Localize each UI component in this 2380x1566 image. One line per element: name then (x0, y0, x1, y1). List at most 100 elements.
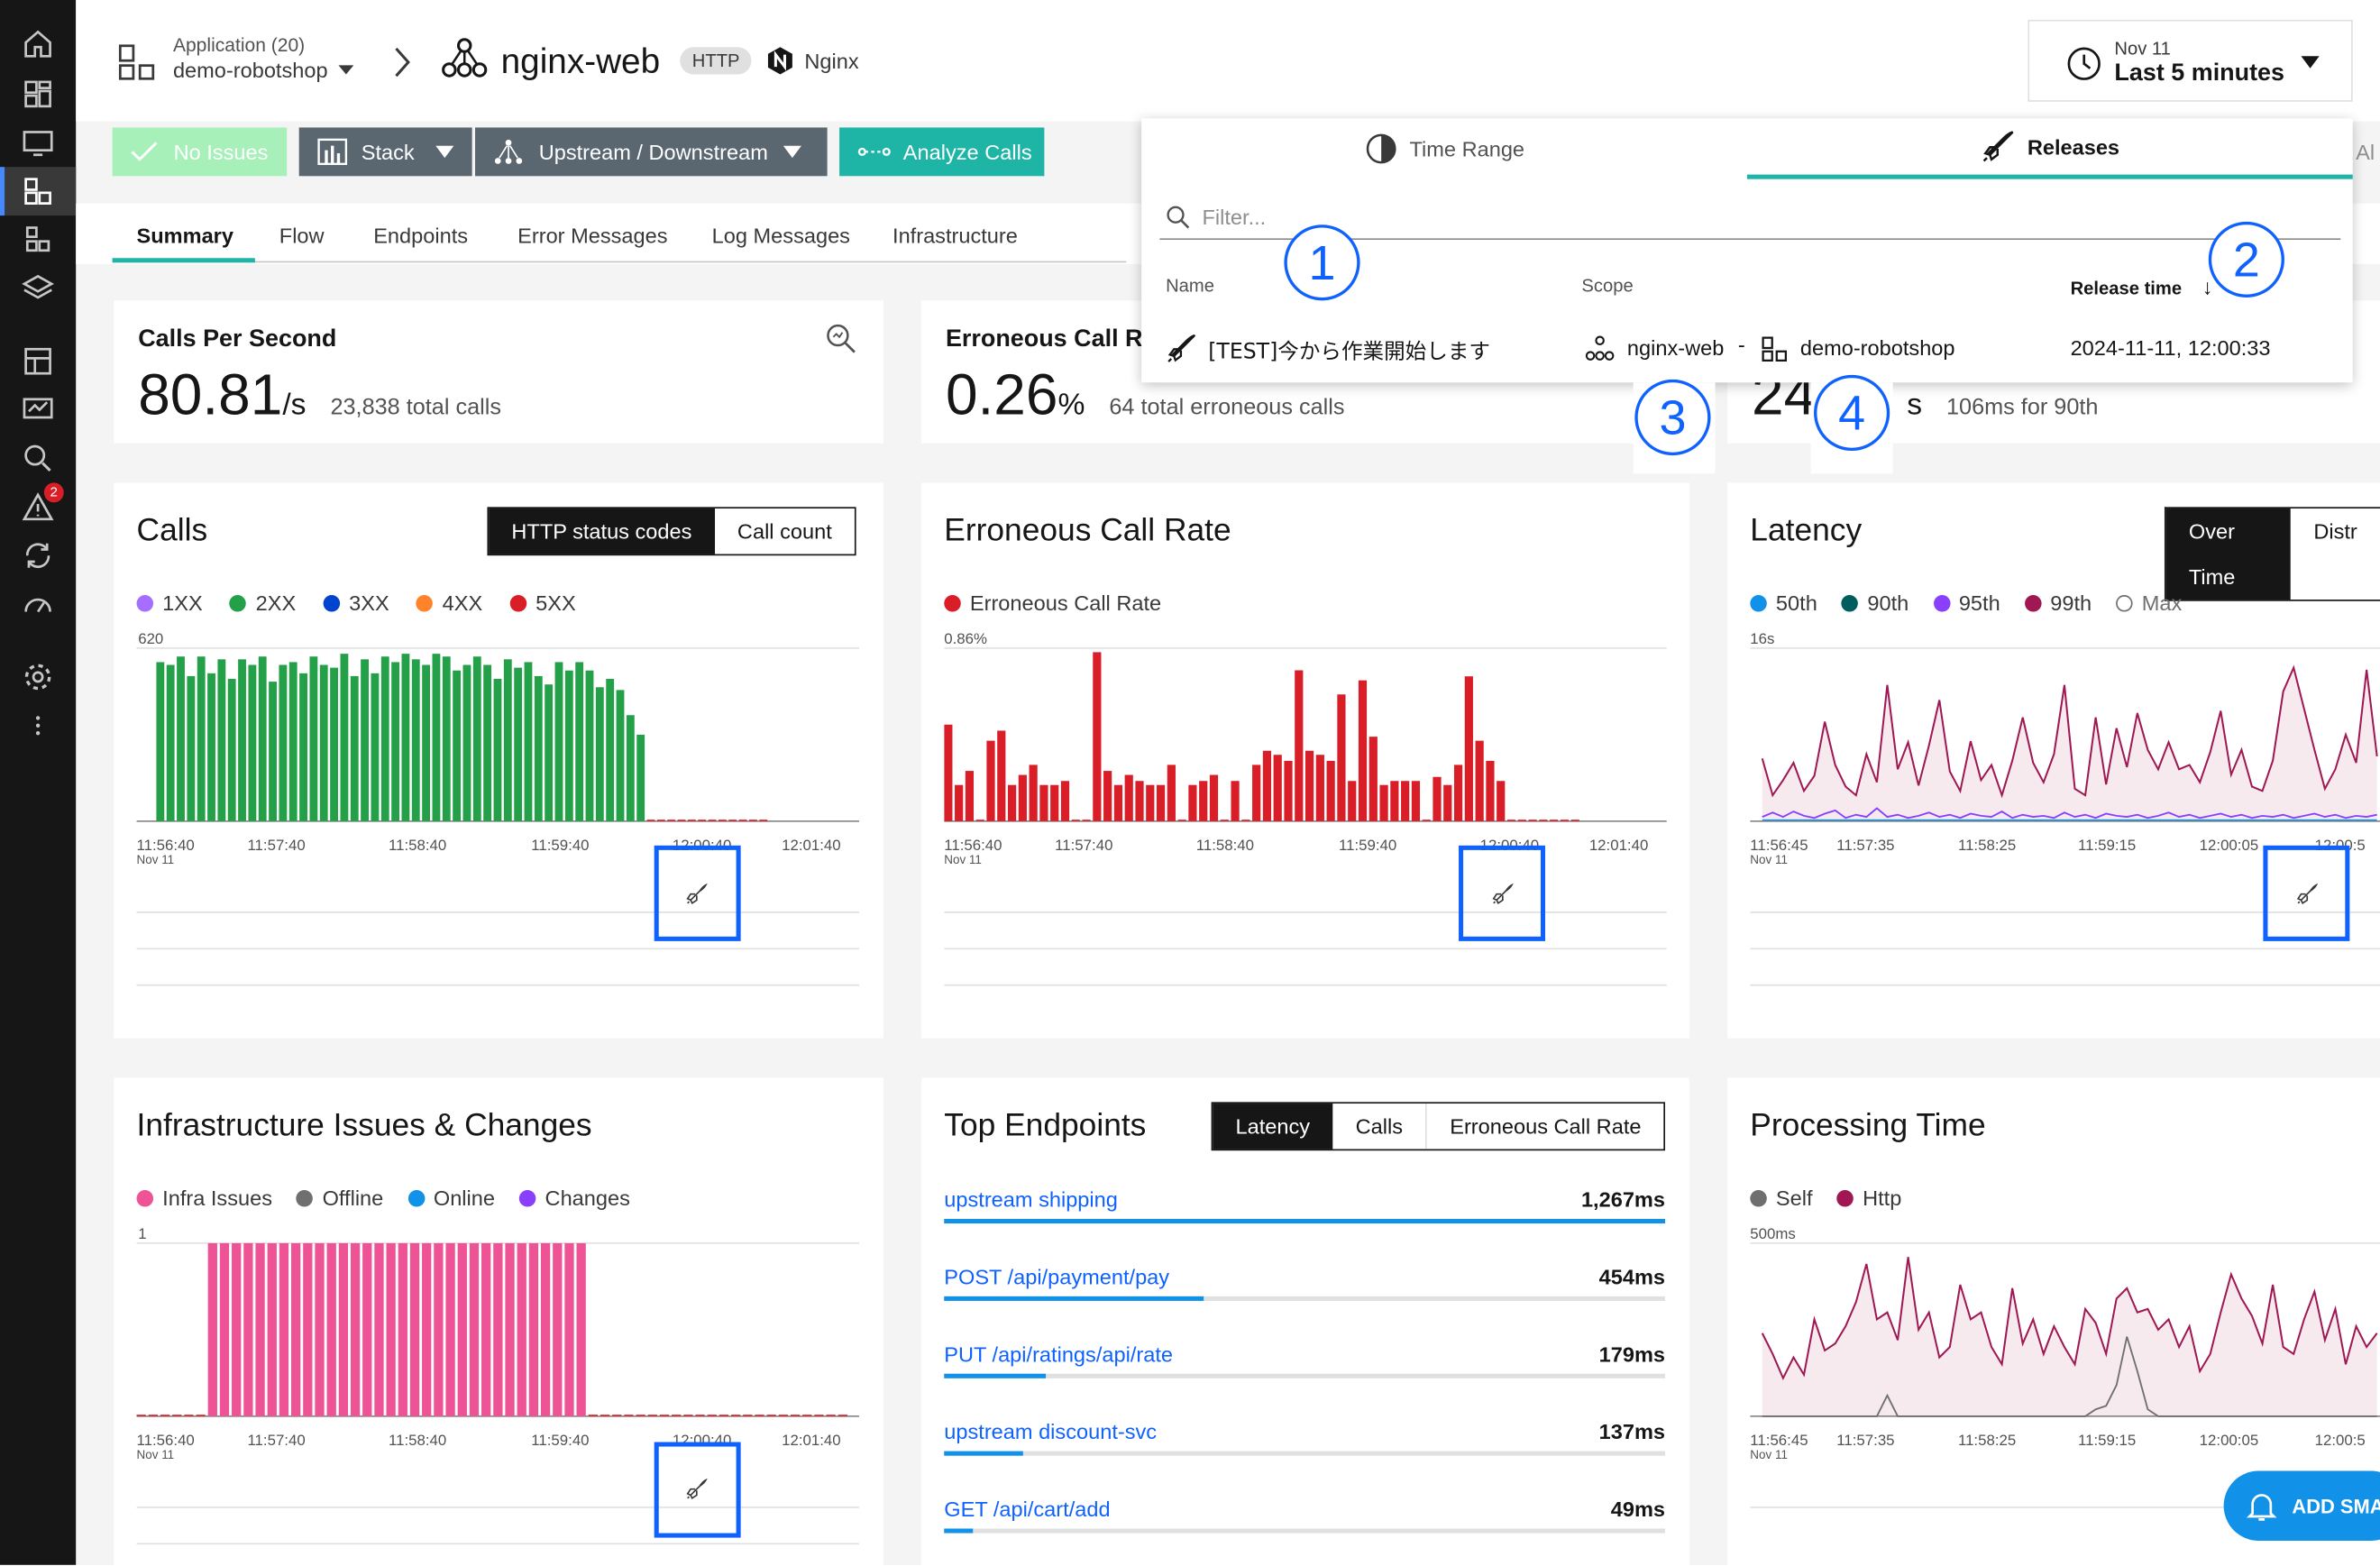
endpoint-row[interactable]: PUT /api/ratings/api/rate 179ms (944, 1342, 1666, 1387)
column-header-release-time[interactable]: Release time ↓ (2071, 275, 2213, 299)
upstream-downstream-button[interactable]: Upstream / Downstream (474, 127, 828, 177)
endpoint-row[interactable]: POST /api/payment/pay 454ms (944, 1264, 1666, 1311)
settings-gear-icon[interactable] (20, 659, 56, 695)
legend-changes[interactable]: Changes (518, 1186, 630, 1210)
erroneous-bar (1517, 820, 1526, 821)
legend-max[interactable]: Max (2116, 591, 2182, 615)
legend-4xx[interactable]: 4XX (416, 591, 482, 615)
x-axis-tick-label: 11:58:40 (1196, 837, 1254, 854)
release-marker-rocket-icon[interactable] (2296, 883, 2319, 905)
toggle-http-status-codes[interactable]: HTTP status codes (489, 508, 715, 554)
events-warning-icon[interactable] (20, 489, 56, 525)
legend-swatch (1750, 594, 1767, 611)
calls-bar (391, 662, 400, 821)
endpoint-row[interactable]: GET /api/cart/add 49ms (944, 1497, 1666, 1543)
release-marker-rocket-icon[interactable] (1492, 883, 1514, 905)
services-icon[interactable] (20, 222, 56, 258)
tab-log-messages[interactable]: Log Messages (711, 223, 850, 248)
toggle-over-time[interactable]: Over Time (2165, 508, 2292, 600)
infra-bar (279, 1242, 289, 1416)
applications-icon[interactable] (20, 173, 56, 209)
toggle-calls[interactable]: Calls (1332, 1104, 1427, 1149)
tab-endpoints[interactable]: Endpoints (373, 223, 469, 248)
synthetic-monitoring-icon[interactable] (20, 391, 56, 427)
card-title: Erroneous Call Rate (944, 513, 1231, 548)
tab-releases[interactable]: Releases (1746, 118, 2353, 179)
release-scope-application[interactable]: demo-robotshop (1799, 335, 1955, 361)
column-header-name[interactable]: Name (1166, 274, 1214, 297)
erroneous-bar (1326, 760, 1335, 821)
kpi-unit: s (1907, 389, 1923, 423)
release-marker-rocket-icon[interactable] (686, 883, 708, 905)
legend-offline[interactable]: Offline (296, 1186, 383, 1210)
infra-bar (434, 1242, 444, 1416)
latency-95th-line (1762, 807, 2377, 820)
toggle-call-count[interactable]: Call count (737, 518, 832, 544)
rocket-icon (1982, 130, 2013, 161)
infrastructure-issues-card: Infrastructure Issues & Changes Infra Is… (114, 1077, 883, 1565)
application-selector[interactable]: demo-robotshop (173, 58, 355, 82)
caret-down-icon (2301, 56, 2320, 69)
tab-infrastructure[interactable]: Infrastructure (892, 223, 1018, 248)
release-filter-input[interactable]: Filter... (1159, 195, 2341, 241)
time-range-selector[interactable]: Nov 11 Last 5 minutes (2028, 19, 2353, 102)
tab-flow[interactable]: Flow (279, 223, 325, 248)
stack-button[interactable]: Stack (298, 127, 472, 177)
no-issues-button[interactable]: No Issues (112, 127, 288, 177)
legend-95th[interactable]: 95th (1933, 591, 2000, 615)
legend-3xx[interactable]: 3XX (323, 591, 389, 615)
legend-99th[interactable]: 99th (2024, 591, 2092, 615)
infrastructure-icon[interactable] (20, 343, 56, 380)
erroneous-bar (1453, 765, 1463, 821)
slo-gauge-icon[interactable] (20, 586, 56, 622)
analytics-icon[interactable] (20, 440, 56, 476)
legend-online[interactable]: Online (407, 1186, 495, 1210)
analyze-calls-button[interactable]: Analyze Calls (839, 127, 1045, 177)
legend-http[interactable]: Http (1836, 1186, 1901, 1210)
calls-bar (197, 656, 206, 821)
endpoint-name-link[interactable]: PUT /api/ratings/api/rate (944, 1342, 1174, 1367)
release-row[interactable]: [TEST]今から作業開始します nginx-web - demo-robots… (1141, 319, 2353, 380)
endpoint-name-link[interactable]: POST /api/payment/pay (944, 1264, 1170, 1289)
bell-icon (2246, 1494, 2277, 1521)
legend-infra-issues[interactable]: Infra Issues (136, 1186, 272, 1210)
x-axis-tick-label: 11:58:25 (1958, 1432, 2016, 1449)
legend-5xx[interactable]: 5XX (509, 591, 576, 615)
automation-icon[interactable] (20, 537, 56, 573)
toggle-distribution[interactable]: Distr (2313, 518, 2357, 544)
endpoint-bar-track (944, 1528, 1666, 1534)
more-vertical-icon[interactable] (20, 708, 56, 744)
analyze-search-icon[interactable] (824, 322, 857, 355)
kpi-value-row: 0.26 % 64 total erroneous calls (946, 364, 1345, 429)
toggle-erroneous-call-rate[interactable]: Erroneous Call Rate (1450, 1113, 1642, 1139)
endpoint-name-link[interactable]: GET /api/cart/add (944, 1497, 1111, 1522)
legend-50th[interactable]: 50th (1750, 591, 1817, 615)
home-icon[interactable] (20, 26, 56, 62)
analyze-flow-icon (857, 147, 891, 156)
platforms-icon[interactable] (20, 270, 56, 307)
legend-90th[interactable]: 90th (1841, 591, 1909, 615)
release-marker-rocket-icon[interactable] (686, 1478, 708, 1500)
endpoint-row[interactable]: upstream shipping 1,267ms (944, 1186, 1666, 1233)
websites-icon[interactable] (20, 124, 56, 160)
legend-2xx[interactable]: 2XX (230, 591, 296, 615)
dashboards-icon[interactable] (20, 76, 56, 112)
toggle-latency[interactable]: Latency (1213, 1104, 1333, 1149)
card-title: Top Endpoints (944, 1108, 1147, 1143)
column-header-scope[interactable]: Scope (1581, 274, 1634, 297)
calls-bar (503, 659, 512, 821)
calls-bar (401, 654, 410, 821)
tab-time-range[interactable]: Time Range (1141, 118, 1747, 179)
add-smart-alert-button[interactable]: ADD SMA (2223, 1470, 2380, 1541)
endpoints-metric-toggle: Latency Calls Erroneous Call Rate (1211, 1102, 1666, 1151)
legend-erroneous-call-rate[interactable]: Erroneous Call Rate (944, 591, 1161, 615)
endpoint-name-link[interactable]: upstream discount-svc (944, 1419, 1158, 1444)
tab-summary[interactable]: Summary (136, 223, 233, 248)
legend-self[interactable]: Self (1750, 1186, 1813, 1210)
legend-1xx[interactable]: 1XX (136, 591, 203, 615)
endpoint-row[interactable]: upstream discount-svc 137ms (944, 1419, 1666, 1465)
endpoint-name-link[interactable]: upstream shipping (944, 1186, 1118, 1212)
tab-error-messages[interactable]: Error Messages (517, 223, 668, 248)
annotation-callout-4: 4 (1814, 374, 1890, 452)
release-scope-service[interactable]: nginx-web (1626, 335, 1725, 361)
